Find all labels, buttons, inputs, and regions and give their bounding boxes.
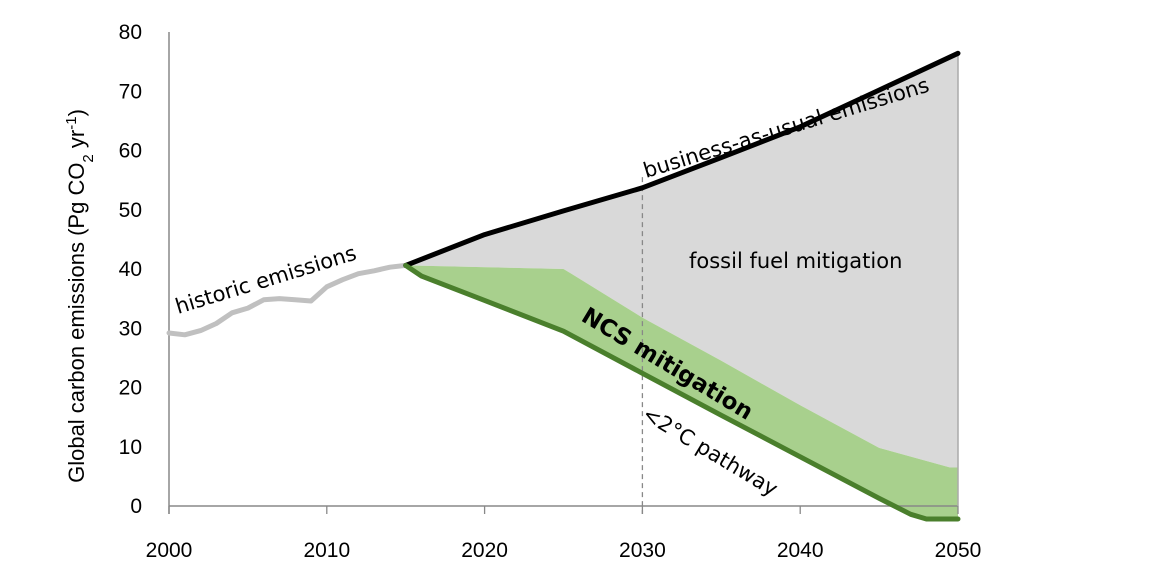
x-tick-label: 2040 [777, 539, 824, 562]
historic-emissions-line [166, 262, 409, 338]
annotation-historic-emissions: historic emissions [172, 241, 359, 319]
x-tick-label: 2030 [619, 539, 666, 562]
x-tick-label: 2010 [303, 539, 350, 562]
chart-axes [168, 32, 959, 514]
pathway-2c-line [403, 262, 961, 522]
y-tick-label: 0 [130, 495, 142, 518]
fossil-mitigation-area [405, 53, 958, 468]
y-axis-label: Global carbon emissions (Pg CO2 yr-1) [63, 109, 97, 483]
chart-lines [166, 50, 961, 522]
annotation-fossil-fuel-mitigation: fossil fuel mitigation [689, 249, 902, 273]
y-tick-label: 10 [119, 436, 142, 459]
y-tick-label: 60 [119, 140, 142, 163]
y-tick-label: 40 [119, 258, 142, 281]
chart-areas [405, 53, 958, 519]
y-tick-label: 50 [119, 199, 142, 222]
y-tick-label: 80 [119, 21, 142, 44]
business-as-usual-line [403, 50, 961, 268]
y-tick-label: 30 [119, 317, 142, 340]
y-tick-label: 20 [119, 377, 142, 400]
x-tick-label: 2050 [935, 539, 982, 562]
x-tick-label: 2000 [146, 539, 193, 562]
y-tick-label: 70 [119, 80, 142, 103]
chart-tick-labels: 2000 2010 2020 2030 2040 20500102030405060708… [119, 21, 982, 562]
x-tick-label: 2020 [461, 539, 508, 562]
